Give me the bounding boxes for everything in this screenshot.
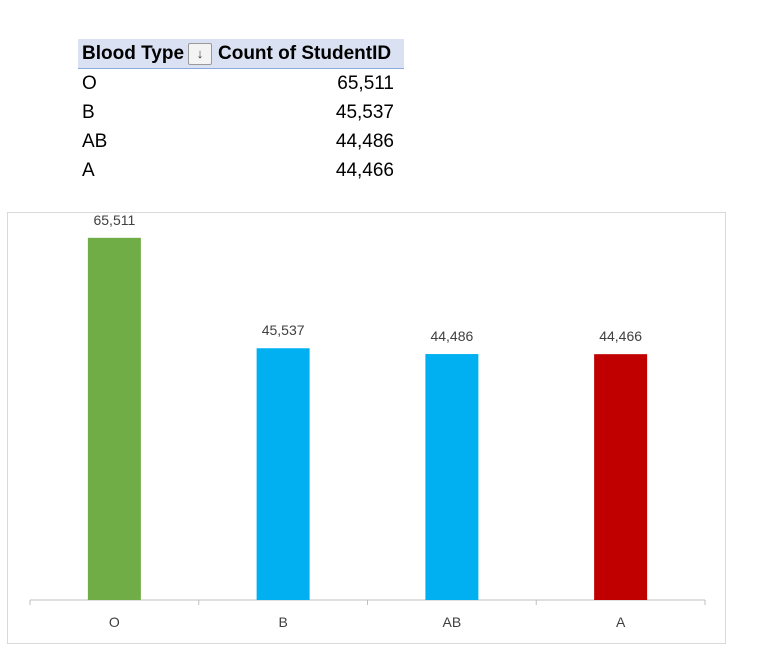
data-label: 65,511: [93, 213, 135, 228]
data-label: 44,466: [599, 328, 642, 344]
bar-chart[interactable]: 65,511 O 45,537 B 44,486 AB 44,466 A: [7, 212, 726, 644]
bar-ab[interactable]: [425, 354, 479, 600]
pivot-row: A 44,466: [78, 156, 404, 185]
chart-canvas: 65,511 O 45,537 B 44,486 AB 44,466 A: [29, 213, 706, 630]
x-tick-label: A: [616, 614, 626, 630]
pivot-row: AB 44,486: [78, 127, 404, 156]
pivot-header-row: Blood Type ↓ Count of StudentID: [78, 39, 404, 69]
bar-o[interactable]: [87, 237, 141, 600]
pivot-row: B 45,537: [78, 98, 404, 127]
pivot-row: O 65,511: [78, 69, 404, 98]
row-value: 45,537: [335, 101, 394, 123]
row-label: AB: [82, 130, 108, 152]
x-tick-label: O: [109, 614, 120, 630]
row-label: O: [82, 72, 97, 94]
row-label: B: [82, 101, 95, 123]
sort-descending-icon: ↓: [196, 46, 204, 61]
row-value: 44,466: [335, 159, 394, 181]
x-tick-label: AB: [443, 614, 462, 630]
blood-type-header-label: Blood Type: [82, 42, 185, 64]
row-label: A: [82, 159, 95, 181]
count-header: Count of StudentID: [218, 42, 392, 64]
data-label: 44,486: [430, 328, 473, 344]
x-tick-label: B: [278, 614, 287, 630]
sort-filter-button[interactable]: ↓: [188, 42, 213, 65]
pivot-table: Blood Type ↓ Count of StudentID O 65,511…: [78, 39, 404, 185]
bar-b[interactable]: [256, 348, 310, 600]
bar-a[interactable]: [594, 354, 648, 600]
data-label: 45,537: [262, 322, 305, 338]
blood-type-header: Blood Type ↓: [78, 42, 214, 65]
row-value: 44,486: [335, 130, 394, 152]
row-value: 65,511: [337, 72, 394, 94]
